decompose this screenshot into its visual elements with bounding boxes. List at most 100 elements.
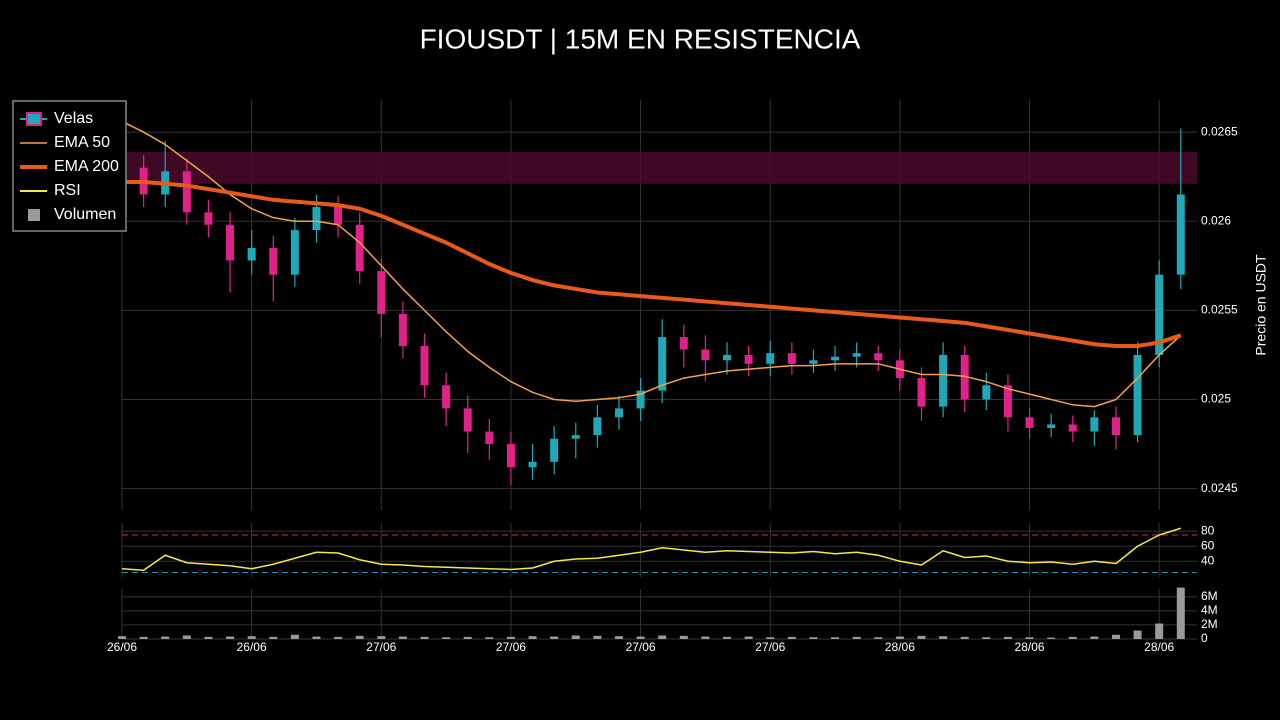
candle-body [939,354,948,407]
candle-body [1176,194,1185,275]
candle-body [1133,354,1142,436]
volume-bar [809,637,818,639]
volume-bar [1090,636,1099,639]
x-tick-label: 26/06 [237,640,267,654]
legend-label: EMA 200 [54,158,119,175]
candle-body [528,461,537,468]
volume-bar [614,636,623,639]
volume-bar [744,636,753,639]
volume-bar [766,637,775,639]
x-tick-label: 28/06 [1144,640,1174,654]
candle-body [204,212,213,225]
candle-body [420,346,429,386]
candle-body [766,353,775,364]
x-tick-label: 26/06 [107,640,137,654]
line-3 [121,527,1182,571]
candle-body [1090,417,1099,432]
volume-bar [593,635,602,639]
x-tick-label: 27/06 [366,640,396,654]
volume-bar [1047,637,1056,639]
candle-body [247,247,256,261]
legend-label: Velas [54,110,93,127]
volume-bar [1176,587,1185,639]
line-2 [122,180,1182,348]
candle-body [809,360,818,364]
volume-bar [442,637,451,639]
rsi-tick-label: 80 [1201,523,1215,537]
chart-title: FIOUSDT | 15M EN RESISTENCIA [420,23,861,54]
y-tick-label: 0.026 [1201,213,1231,227]
volume-bar [463,636,472,639]
volume-tick-label: 0 [1201,631,1208,645]
volume-bar [139,636,148,639]
volume-bar [1111,634,1120,639]
volume-bar [895,636,904,639]
volume-tick-label: 6M [1201,589,1218,603]
volume-bar [1133,630,1142,639]
candle-body [658,337,667,391]
volume-bar [636,636,645,639]
resistance-zone [122,151,1197,184]
legend-label: Volumen [54,206,116,223]
volume-bar [204,636,213,639]
candle-body [744,354,753,364]
candle-body [1003,385,1012,418]
legend-label: EMA 50 [54,134,110,151]
candle-body [1025,417,1034,428]
candle-body [636,390,645,409]
volume-bar [485,637,494,639]
volume-tick-label: 4M [1201,603,1218,617]
rsi-tick-label: 60 [1201,538,1215,552]
candle-body [312,206,321,231]
x-tick-label: 28/06 [1015,640,1045,654]
candle-body [982,385,991,400]
candle-body [571,435,580,439]
candle-body [398,313,407,346]
candle-body [701,349,710,361]
volume-bar [528,636,537,639]
x-tick-label: 28/06 [885,640,915,654]
candle-body [723,354,732,361]
y-tick-label: 0.0245 [1201,481,1238,495]
candle-body [874,353,883,361]
x-tick-label: 27/06 [496,640,526,654]
volume-bar [960,636,969,639]
candle-body [506,444,515,468]
volume-tick-label: 2M [1201,617,1218,631]
volume-bar [701,636,710,639]
volume-bar [269,636,278,639]
legend-icon [26,112,42,126]
x-tick-label: 27/06 [626,640,656,654]
candle-body [593,417,602,436]
y-tick-label: 0.0265 [1201,124,1238,138]
volume-bar [420,636,429,639]
volume-bar [658,635,667,639]
volume-bar [247,636,256,639]
volume-bar [1003,636,1012,639]
volume-bar [852,636,861,639]
x-tick-label: 27/06 [755,640,785,654]
volume-bar [917,635,926,639]
volume-bar [398,636,407,639]
candle-body [1155,274,1164,355]
volume-bar [182,635,191,639]
y-tick-label: 0.0255 [1201,303,1238,317]
volume-bar [118,636,126,639]
volume-bar [679,635,688,639]
volume-bar [939,636,948,639]
candle-body [550,438,559,462]
candle-body [269,247,278,275]
volume-bar [334,636,343,639]
volume-bar [831,637,840,639]
candle-body [463,408,472,432]
y-tick-label: 0.025 [1201,392,1231,406]
volume-bar [571,635,580,639]
candle-body [182,171,191,213]
volume-bar [290,634,299,639]
candle-body [1111,417,1120,436]
volume-bar [312,636,321,639]
volume-bar [377,636,386,639]
volume-bar [1068,636,1077,639]
